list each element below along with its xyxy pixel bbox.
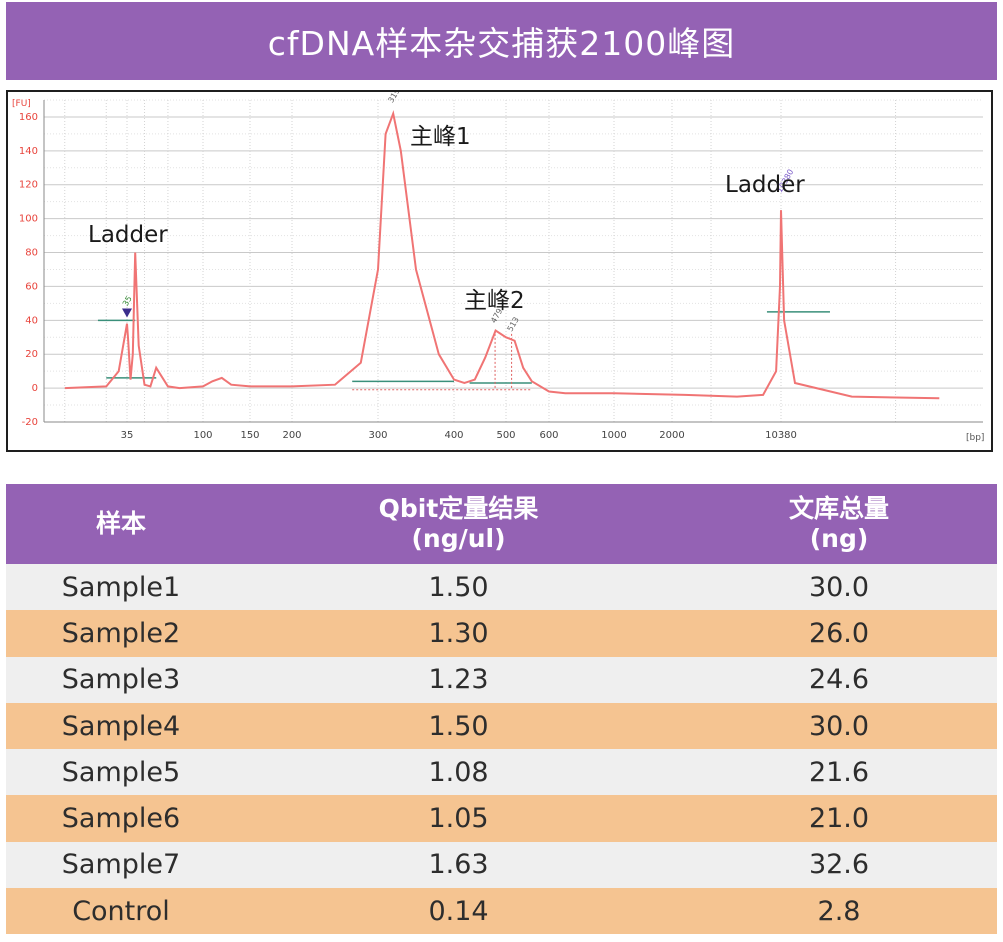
header-library-total: 文库总量 (ng) bbox=[681, 484, 997, 564]
chart-annotation: 主峰2 bbox=[464, 288, 525, 314]
electropherogram-chart: -20 0 20 40 60 80 100 120 140 160 35 100 150 200 300 4… bbox=[6, 90, 993, 452]
cell-sample: Sample4 bbox=[6, 702, 236, 750]
cell-qbit: 1.05 bbox=[236, 795, 681, 842]
table-row: Sample2 1.30 26.0 bbox=[6, 610, 997, 657]
cell-qbit: 1.63 bbox=[236, 841, 681, 889]
x-tick-label: 1000 bbox=[601, 430, 626, 441]
cell-total: 32.6 bbox=[681, 841, 997, 889]
y-tick-label: 60 bbox=[25, 281, 38, 292]
header-sample: 样本 bbox=[6, 484, 236, 564]
x-tick-label: 500 bbox=[496, 430, 515, 441]
table-row: Sample1 1.50 30.0 bbox=[6, 564, 997, 611]
chart-annotation: Ladder bbox=[725, 172, 805, 198]
x-axis-unit: [bp] bbox=[966, 433, 984, 443]
cell-sample: Sample3 bbox=[6, 656, 236, 703]
results-table-wrapper: 样本 Qbit定量结果 (ng/ul) 文库总量 (ng) Sample1 1.… bbox=[6, 484, 997, 935]
x-tick-label: 300 bbox=[368, 430, 387, 441]
peak-size-label: 513 bbox=[506, 315, 521, 333]
cell-sample: Sample1 bbox=[6, 564, 236, 611]
results-table: 样本 Qbit定量结果 (ng/ul) 文库总量 (ng) Sample1 1.… bbox=[6, 484, 997, 935]
table-row: Sample6 1.05 21.0 bbox=[6, 795, 997, 842]
x-tick-label: 200 bbox=[282, 430, 301, 441]
peak-size-label: 35 bbox=[121, 294, 134, 307]
cell-sample: Sample7 bbox=[6, 841, 236, 889]
cell-total: 26.0 bbox=[681, 610, 997, 657]
cell-qbit: 0.14 bbox=[236, 888, 681, 935]
table-row: Sample4 1.50 30.0 bbox=[6, 702, 997, 750]
x-tick-label: 100 bbox=[193, 430, 212, 441]
cell-qbit: 1.08 bbox=[236, 749, 681, 796]
x-tick-label: 10380 bbox=[765, 430, 797, 441]
cell-total: 21.0 bbox=[681, 795, 997, 842]
cell-sample: Sample2 bbox=[6, 610, 236, 657]
y-tick-label: 100 bbox=[19, 214, 38, 225]
y-tick-label: -20 bbox=[22, 417, 38, 428]
table-header-row: 样本 Qbit定量结果 (ng/ul) 文库总量 (ng) bbox=[6, 484, 997, 564]
header-qbit: Qbit定量结果 (ng/ul) bbox=[236, 484, 681, 564]
cell-sample: Control bbox=[6, 888, 236, 935]
cell-sample: Sample6 bbox=[6, 795, 236, 842]
y-tick-label: 0 bbox=[32, 383, 38, 394]
cell-total: 21.6 bbox=[681, 749, 997, 796]
title-banner: cfDNA样本杂交捕获2100峰图 bbox=[6, 2, 997, 80]
table-row: Control 0.14 2.8 bbox=[6, 888, 997, 935]
trace-line bbox=[64, 109, 940, 400]
x-tick-label: 400 bbox=[444, 430, 463, 441]
y-axis-unit: [FU] bbox=[12, 99, 31, 109]
cell-total: 2.8 bbox=[681, 888, 997, 935]
y-tick-label: 20 bbox=[25, 349, 38, 360]
x-tick-label: 35 bbox=[121, 430, 134, 441]
cell-qbit: 1.23 bbox=[236, 656, 681, 703]
y-tick-label: 40 bbox=[25, 315, 38, 326]
y-tick-label: 160 bbox=[19, 112, 38, 123]
page-title: cfDNA样本杂交捕获2100峰图 bbox=[267, 24, 736, 63]
cell-sample: Sample5 bbox=[6, 749, 236, 796]
chart-annotation: 主峰1 bbox=[410, 124, 471, 150]
cell-total: 30.0 bbox=[681, 702, 997, 750]
chart-svg: -20 0 20 40 60 80 100 120 140 160 35 100 150 200 300 4… bbox=[12, 92, 984, 443]
table-row: Sample5 1.08 21.6 bbox=[6, 749, 997, 796]
chart-annotation: Ladder bbox=[88, 222, 168, 248]
cell-total: 24.6 bbox=[681, 656, 997, 703]
y-tick-label: 120 bbox=[19, 180, 38, 191]
table-row: Sample7 1.63 32.6 bbox=[6, 841, 997, 889]
x-tick-label: 150 bbox=[240, 430, 259, 441]
cell-qbit: 1.50 bbox=[236, 564, 681, 611]
peak-size-label: 319 bbox=[386, 92, 401, 104]
y-tick-label: 140 bbox=[19, 146, 38, 157]
ladder-marker-icon bbox=[122, 308, 132, 318]
table-row: Sample3 1.23 24.6 bbox=[6, 656, 997, 703]
y-tick-label: 80 bbox=[25, 248, 38, 259]
cell-total: 30.0 bbox=[681, 564, 997, 611]
x-tick-label: 2000 bbox=[659, 430, 684, 441]
cell-qbit: 1.50 bbox=[236, 702, 681, 750]
x-tick-label: 600 bbox=[539, 430, 558, 441]
cell-qbit: 1.30 bbox=[236, 610, 681, 657]
